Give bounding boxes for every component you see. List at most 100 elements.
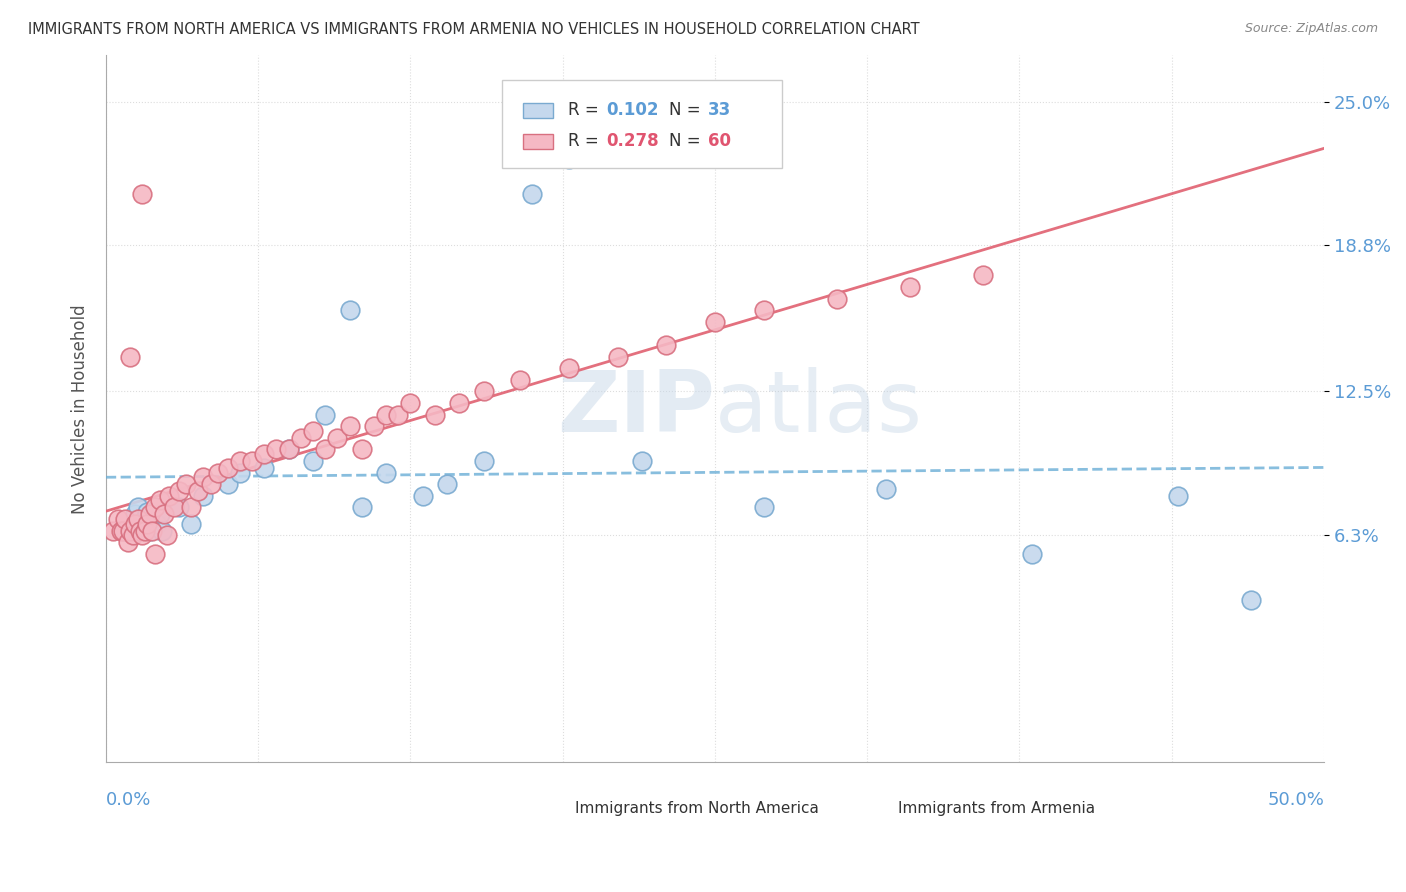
Point [752,303,775,318]
Point [314,408,336,422]
Text: Immigrants from North America: Immigrants from North America [575,801,818,816]
Point [217,477,239,491]
Point [240,454,263,468]
Point [217,461,239,475]
Point [207,466,229,480]
Text: ZIP: ZIP [557,368,716,450]
Point [704,315,727,329]
Point [150,524,173,538]
Point [163,500,186,515]
Point [898,280,921,294]
Point [107,512,129,526]
Point [522,187,544,202]
Point [129,516,152,531]
Point [277,442,299,457]
Point [1240,593,1263,607]
Point [143,547,166,561]
FancyBboxPatch shape [502,80,782,169]
Point [449,396,471,410]
Point [631,454,654,468]
Point [180,500,202,515]
Point [134,524,156,538]
Point [131,528,153,542]
Text: 0.102: 0.102 [606,102,659,120]
Point [121,528,143,542]
Point [229,466,252,480]
FancyBboxPatch shape [860,801,891,817]
Text: 0.278: 0.278 [606,132,659,151]
Point [167,484,190,499]
Point [558,361,581,376]
Point [124,508,146,522]
Point [146,516,169,531]
FancyBboxPatch shape [523,134,553,149]
Point [136,505,159,519]
Point [339,303,361,318]
Point [127,512,149,526]
Point [253,447,276,461]
Point [134,512,156,526]
Point [229,454,252,468]
Point [114,512,136,526]
Point [103,524,125,538]
Text: IMMIGRANTS FROM NORTH AMERICA VS IMMIGRANTS FROM ARMENIA NO VEHICLES IN HOUSEHOL: IMMIGRANTS FROM NORTH AMERICA VS IMMIGRA… [28,22,920,37]
Point [558,153,581,167]
Point [117,535,139,549]
Text: Immigrants from Armenia: Immigrants from Armenia [897,801,1095,816]
Point [302,424,325,438]
Text: R =: R = [568,102,603,120]
Point [752,500,775,515]
Point [120,350,142,364]
Point [350,442,373,457]
Point [875,482,897,496]
Point [302,454,325,468]
Point [131,187,153,202]
Point [110,524,132,538]
Point [180,516,202,531]
Y-axis label: No Vehicles in Household: No Vehicles in Household [72,304,89,514]
Point [314,442,336,457]
Point [266,442,288,457]
Point [127,500,149,515]
Point [423,408,446,422]
Point [363,419,385,434]
Point [972,268,994,283]
Point [326,431,349,445]
Point [120,524,142,538]
Point [412,489,434,503]
Point [290,431,312,445]
Point [176,477,198,491]
Point [472,454,495,468]
Text: R =: R = [568,132,603,151]
Point [509,373,531,387]
Point [1167,489,1189,503]
Text: Source: ZipAtlas.com: Source: ZipAtlas.com [1244,22,1378,36]
Point [167,500,190,515]
Point [655,338,678,352]
Point [193,470,215,484]
Point [472,384,495,399]
Point [153,508,176,522]
Point [253,461,276,475]
Point [114,524,136,538]
Point [200,477,222,491]
Text: 60: 60 [707,132,731,151]
Text: 33: 33 [707,102,731,120]
Text: N =: N = [669,102,706,120]
FancyBboxPatch shape [538,801,569,817]
Point [148,493,170,508]
Point [399,396,422,410]
Point [111,524,134,538]
Point [136,516,159,531]
Point [156,528,179,542]
Point [339,419,361,434]
Point [124,516,146,531]
Point [187,484,209,499]
Point [129,524,152,538]
Point [436,477,458,491]
Point [825,292,848,306]
Point [143,500,166,515]
FancyBboxPatch shape [523,103,553,118]
Point [1021,547,1043,561]
Text: 0.0%: 0.0% [105,790,152,809]
